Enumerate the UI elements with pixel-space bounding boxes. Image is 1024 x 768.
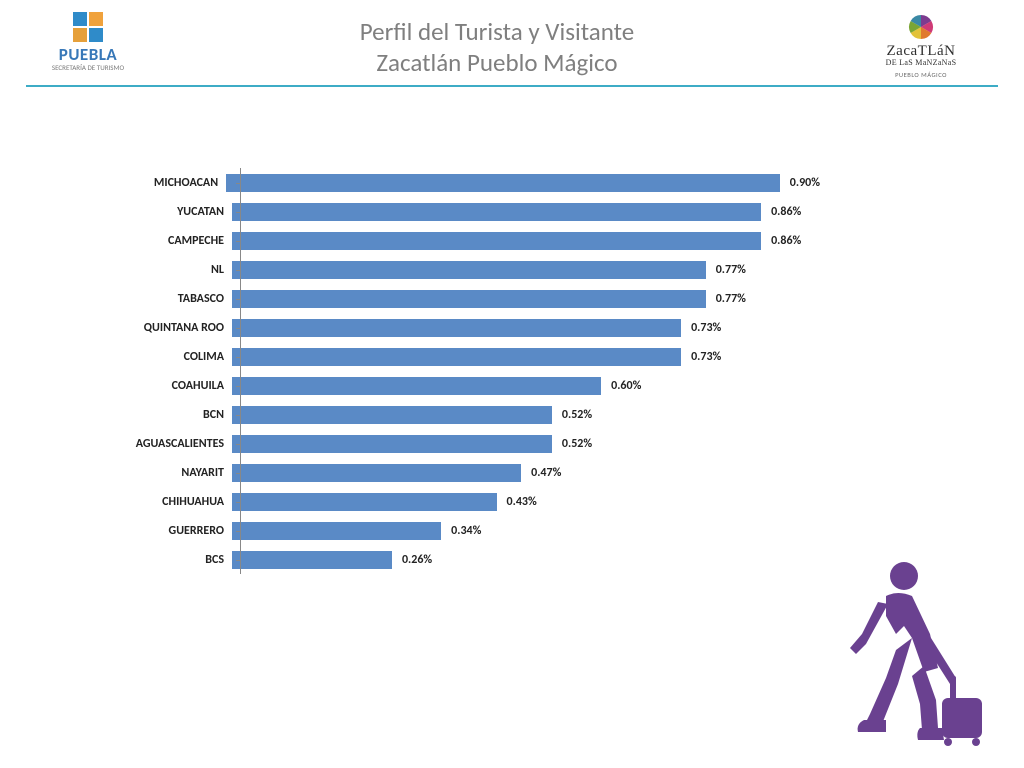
header: PUEBLA SECRETARÍA DE TURISMO Perfil del …	[0, 0, 1024, 79]
category-label: MICHOACAN	[120, 176, 226, 190]
chart-row: TABASCO 0.77%	[120, 284, 820, 313]
category-label: COLIMA	[120, 350, 232, 364]
bar	[232, 232, 761, 250]
value-label: 0.52%	[562, 408, 592, 422]
chart-row: QUINTANA ROO 0.73%	[120, 313, 820, 342]
page-title: Perfil del Turista y Visitante Zacatlán …	[138, 12, 856, 79]
bar	[232, 435, 552, 453]
chart-row: COLIMA 0.73%	[120, 342, 820, 371]
logo-puebla: PUEBLA SECRETARÍA DE TURISMO	[38, 12, 138, 72]
bar-track: 0.52%	[232, 400, 820, 429]
category-label: GUERRERO	[120, 524, 232, 538]
bar-track: 0.47%	[232, 458, 820, 487]
bar	[232, 406, 552, 424]
value-label: 0.90%	[790, 176, 820, 190]
zacatlan-subtitle: DE LaS MaNZaNaS	[886, 59, 957, 68]
value-label: 0.86%	[771, 234, 801, 248]
bar-track: 0.86%	[232, 226, 820, 255]
category-label: CAMPECHE	[120, 234, 232, 248]
bar	[232, 261, 706, 279]
chart-row: MICHOACAN 0.90%	[120, 168, 820, 197]
value-label: 0.52%	[562, 437, 592, 451]
value-label: 0.26%	[402, 553, 432, 567]
y-axis	[240, 168, 241, 574]
header-divider	[26, 85, 998, 87]
zacatlan-wordmark: ZacaTLáN	[887, 44, 956, 59]
value-label: 0.47%	[531, 466, 561, 480]
category-label: BCS	[120, 553, 232, 567]
chart-row: CAMPECHE 0.86%	[120, 226, 820, 255]
bar-track: 0.86%	[232, 197, 820, 226]
bar	[226, 174, 780, 192]
puebla-subtitle: SECRETARÍA DE TURISMO	[52, 64, 124, 72]
category-label: QUINTANA ROO	[120, 321, 232, 335]
category-label: NL	[120, 263, 232, 277]
bar	[232, 290, 706, 308]
chart-row: COAHUILA 0.60%	[120, 371, 820, 400]
bar-track: 0.77%	[232, 255, 820, 284]
traveler-icon	[826, 556, 996, 746]
bar-track: 0.52%	[232, 429, 820, 458]
value-label: 0.86%	[771, 205, 801, 219]
value-label: 0.60%	[611, 379, 641, 393]
bar-track: 0.43%	[232, 487, 820, 516]
category-label: TABASCO	[120, 292, 232, 306]
bar-track: 0.60%	[232, 371, 820, 400]
value-label: 0.43%	[507, 495, 537, 509]
value-label: 0.34%	[451, 524, 481, 538]
bar	[232, 493, 497, 511]
chart-row: YUCATAN 0.86%	[120, 197, 820, 226]
bar-track: 0.26%	[232, 545, 820, 574]
bar-track: 0.73%	[232, 342, 820, 371]
bar-track: 0.77%	[232, 284, 820, 313]
bar	[232, 348, 681, 366]
chart-row: NL 0.77%	[120, 255, 820, 284]
chart-row: NAYARIT 0.47%	[120, 458, 820, 487]
category-label: CHIHUAHUA	[120, 495, 232, 509]
bar	[232, 464, 521, 482]
bar	[232, 203, 761, 221]
bar-track: 0.73%	[232, 313, 820, 342]
chart-row: BCS 0.26%	[120, 545, 820, 574]
category-label: YUCATAN	[120, 205, 232, 219]
category-label: AGUASCALIENTES	[120, 437, 232, 451]
category-label: BCN	[120, 408, 232, 422]
zacatlan-pm: PUEBLO MÁGICO	[895, 71, 947, 79]
bar-track: 0.34%	[232, 516, 820, 545]
chart-row: GUERRERO 0.34%	[120, 516, 820, 545]
bar	[232, 522, 441, 540]
bar	[232, 551, 392, 569]
category-label: COAHUILA	[120, 379, 232, 393]
value-label: 0.73%	[691, 321, 721, 335]
bar	[232, 319, 681, 337]
puebla-tiles-icon	[73, 12, 103, 42]
category-label: NAYARIT	[120, 466, 232, 480]
value-label: 0.73%	[691, 350, 721, 364]
bar-chart: MICHOACAN 0.90% YUCATAN 0.86% CAMPECHE 0.86% N…	[120, 168, 820, 574]
bar-track: 0.90%	[226, 168, 820, 197]
bar	[232, 377, 601, 395]
chart-row: BCN 0.52%	[120, 400, 820, 429]
pinwheel-icon	[906, 12, 936, 42]
puebla-wordmark: PUEBLA	[59, 46, 117, 63]
title-line-1: Perfil del Turista y Visitante	[360, 16, 634, 47]
title-line-2: Zacatlán Pueblo Mágico	[376, 47, 617, 78]
value-label: 0.77%	[716, 292, 746, 306]
logo-zacatlan: ZacaTLáN DE LaS MaNZaNaS PUEBLO MÁGICO	[856, 12, 986, 79]
chart-row: CHIHUAHUA 0.43%	[120, 487, 820, 516]
value-label: 0.77%	[716, 263, 746, 277]
chart-row: AGUASCALIENTES 0.52%	[120, 429, 820, 458]
